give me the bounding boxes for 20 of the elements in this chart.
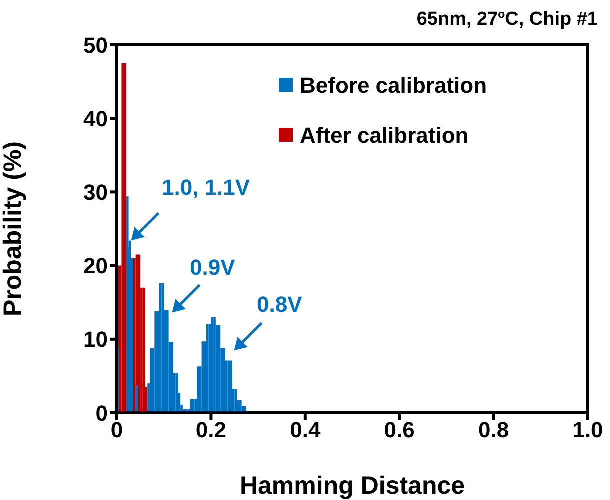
y-tick-label: 40 xyxy=(84,106,108,132)
x-tick-label: 0 xyxy=(110,418,124,443)
y-tick-label: 0 xyxy=(96,400,108,426)
annotation: 0.9V xyxy=(190,255,236,280)
x-tick-label: 0.8 xyxy=(478,418,510,443)
x-tick-label: 1.0 xyxy=(572,418,604,443)
x-axis-title: Hamming Distance xyxy=(240,472,466,500)
annotation: 0.8V xyxy=(257,292,303,317)
y-tick-label: 50 xyxy=(84,32,108,58)
x-tick-label: 0.6 xyxy=(384,418,415,443)
annotation: 1.0, 1.1V xyxy=(162,175,250,200)
y-tick-label: 30 xyxy=(84,180,108,206)
chart-title: 65nm, 27ºC, Chip #1 xyxy=(416,9,598,30)
legend-label: Before calibration xyxy=(300,73,488,98)
y-tick-label: 20 xyxy=(84,254,108,279)
x-tick-label: 0.4 xyxy=(290,418,322,443)
y-axis-title: Probability (%) xyxy=(0,141,27,317)
legend-label: After calibration xyxy=(300,123,469,148)
y-tick-label: 10 xyxy=(84,327,108,352)
x-tick-label: 0.2 xyxy=(196,418,226,443)
